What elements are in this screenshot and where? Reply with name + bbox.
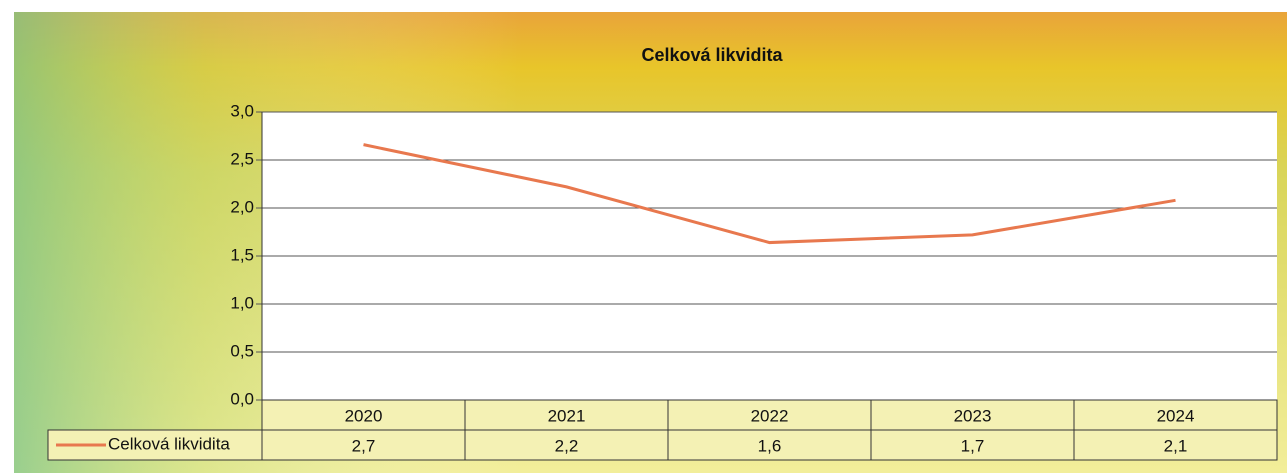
legend-label: Celková likvidita: [108, 434, 230, 453]
table-cell: [261, 429, 466, 461]
y-tick-label: 1,0: [230, 293, 254, 312]
x-tick-label: 2022: [751, 406, 789, 425]
data-table-value: 2,7: [352, 436, 376, 455]
y-tick-label: 0,5: [230, 341, 254, 360]
data-table-value: 1,7: [961, 436, 985, 455]
table-cell: [667, 429, 872, 461]
table-cell: [464, 399, 669, 431]
table-cell: [1073, 429, 1278, 461]
data-table-value: 1,6: [758, 436, 782, 455]
y-tick-label: 2,0: [230, 197, 254, 216]
y-tick-label: 3,0: [230, 101, 254, 120]
table-cell: [261, 399, 466, 431]
table-cell: [1073, 399, 1278, 431]
x-tick-label: 2023: [954, 406, 992, 425]
x-tick-label: 2024: [1157, 406, 1195, 425]
data-table-value: 2,1: [1164, 436, 1188, 455]
y-tick-label: 1,5: [230, 245, 254, 264]
chart-title: Celková likvidita: [641, 45, 783, 65]
table-cell: [870, 429, 1075, 461]
y-tick-label: 2,5: [230, 149, 254, 168]
line-series: [363, 143, 1176, 245]
x-tick-label: 2020: [345, 406, 383, 425]
data-table-value: 2,2: [555, 436, 579, 455]
x-tick-label: 2021: [548, 406, 586, 425]
y-tick-label: 0,0: [230, 389, 254, 408]
